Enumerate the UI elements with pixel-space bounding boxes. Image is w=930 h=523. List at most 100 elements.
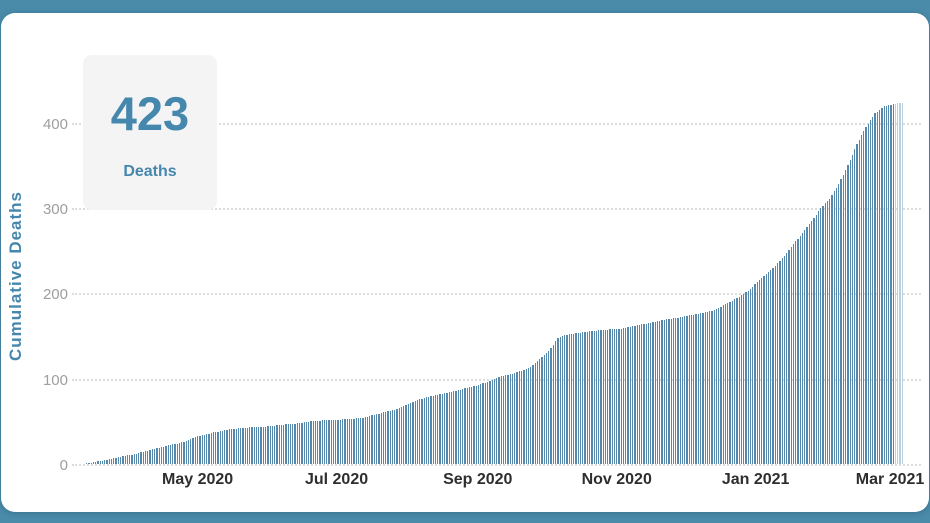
bar[interactable] <box>604 329 607 464</box>
bar[interactable] <box>511 373 514 464</box>
bar[interactable] <box>366 416 369 464</box>
bar[interactable] <box>745 292 747 464</box>
bar[interactable] <box>670 318 672 464</box>
bar[interactable] <box>527 367 530 464</box>
bar[interactable] <box>663 319 665 464</box>
bar[interactable] <box>317 420 319 464</box>
bar[interactable] <box>600 330 602 464</box>
bar[interactable] <box>88 462 90 464</box>
bar[interactable] <box>453 391 455 464</box>
bar[interactable] <box>289 424 292 464</box>
bar[interactable] <box>178 442 181 464</box>
bar[interactable] <box>659 320 661 464</box>
bar[interactable] <box>362 417 364 464</box>
bar[interactable] <box>584 331 586 464</box>
bar[interactable] <box>860 135 863 464</box>
bar[interactable] <box>774 266 777 464</box>
bar[interactable] <box>484 382 487 464</box>
bar[interactable] <box>681 316 684 464</box>
bar[interactable] <box>475 385 477 464</box>
bar[interactable] <box>496 377 498 464</box>
bar[interactable] <box>838 184 840 464</box>
bar[interactable] <box>253 427 255 464</box>
bar[interactable] <box>448 392 450 464</box>
bar[interactable] <box>570 334 573 464</box>
bar[interactable] <box>693 314 695 464</box>
bar[interactable] <box>92 462 95 464</box>
bar[interactable] <box>276 425 278 464</box>
bar[interactable] <box>808 224 810 464</box>
bar[interactable] <box>133 454 135 464</box>
bar[interactable] <box>192 438 194 464</box>
bar[interactable] <box>668 319 670 464</box>
bar[interactable] <box>292 424 294 464</box>
bar[interactable] <box>586 331 588 464</box>
bar[interactable] <box>462 388 464 464</box>
bar[interactable] <box>151 449 153 464</box>
bar[interactable] <box>500 376 502 464</box>
bar[interactable] <box>618 328 620 464</box>
bar[interactable] <box>847 165 849 464</box>
bar[interactable] <box>795 241 797 464</box>
bar[interactable] <box>561 336 564 464</box>
bar[interactable] <box>761 278 763 464</box>
bar[interactable] <box>169 444 172 464</box>
bar[interactable] <box>412 401 414 464</box>
bar[interactable] <box>521 370 523 464</box>
bar[interactable] <box>174 443 176 464</box>
bar[interactable] <box>278 424 280 464</box>
bar[interactable] <box>246 427 249 464</box>
bar[interactable] <box>856 144 858 464</box>
bar[interactable] <box>595 330 598 464</box>
bar[interactable] <box>801 232 804 464</box>
bar[interactable] <box>564 335 566 464</box>
bar[interactable] <box>104 460 106 464</box>
bar[interactable] <box>147 450 149 464</box>
bar[interactable] <box>591 331 593 464</box>
bar[interactable] <box>894 103 897 464</box>
bar[interactable] <box>792 244 795 464</box>
bar[interactable] <box>779 260 781 464</box>
bar[interactable] <box>226 429 228 464</box>
bar[interactable] <box>629 326 632 464</box>
bar[interactable] <box>480 384 482 464</box>
bar[interactable] <box>688 315 690 464</box>
bar[interactable] <box>622 328 625 464</box>
bar[interactable] <box>491 379 493 464</box>
bar[interactable] <box>736 298 738 464</box>
bar[interactable] <box>233 428 235 464</box>
bar[interactable] <box>890 104 892 464</box>
bar[interactable] <box>217 431 219 464</box>
bar[interactable] <box>752 286 754 464</box>
bar[interactable] <box>672 318 675 464</box>
bar[interactable] <box>840 179 842 464</box>
bar[interactable] <box>235 428 237 464</box>
bar[interactable] <box>783 255 786 464</box>
bar[interactable] <box>754 284 756 464</box>
bar[interactable] <box>885 105 888 464</box>
bar[interactable] <box>260 426 262 464</box>
bar[interactable] <box>656 321 659 464</box>
bar[interactable] <box>684 315 686 464</box>
bar[interactable] <box>215 432 217 464</box>
bar[interactable] <box>373 414 375 464</box>
bar[interactable] <box>113 458 115 464</box>
bar[interactable] <box>262 426 264 464</box>
bar[interactable] <box>389 410 391 464</box>
bar[interactable] <box>382 412 385 464</box>
bar[interactable] <box>652 322 654 464</box>
bar[interactable] <box>539 359 541 464</box>
bar[interactable] <box>892 103 894 464</box>
bar[interactable] <box>557 337 559 464</box>
bar[interactable] <box>679 317 681 464</box>
bar[interactable] <box>135 453 138 464</box>
bar[interactable] <box>715 308 718 464</box>
bar[interactable] <box>414 400 416 464</box>
bar[interactable] <box>867 123 869 464</box>
bar[interactable] <box>858 139 860 464</box>
bar[interactable] <box>101 460 104 464</box>
bar[interactable] <box>240 428 242 464</box>
bar[interactable] <box>625 327 627 464</box>
bar[interactable] <box>851 154 854 464</box>
bar[interactable] <box>863 131 865 464</box>
